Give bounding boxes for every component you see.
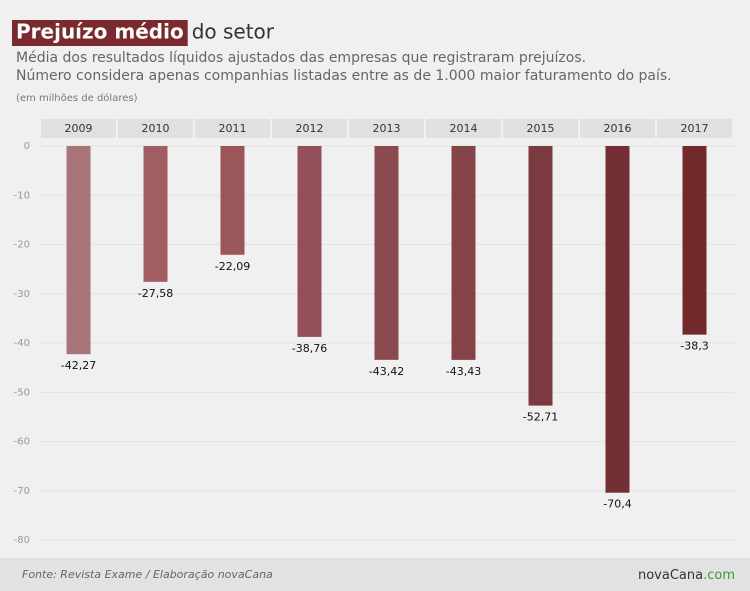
bar <box>374 146 399 360</box>
y-tick-label: -50 <box>14 387 30 398</box>
facet-header <box>349 119 424 138</box>
x-tick-label: 2011 <box>219 122 247 135</box>
facet-header <box>503 119 578 138</box>
subtitle: Média dos resultados líquidos ajustados … <box>16 50 586 66</box>
bar <box>66 146 91 355</box>
unit-note: (em milhões de dólares) <box>16 92 138 104</box>
value-label: -38,3 <box>680 340 708 353</box>
bar <box>682 146 707 335</box>
footer <box>0 558 750 591</box>
bar <box>528 146 553 406</box>
facet-header <box>426 119 501 138</box>
value-label: -70,4 <box>603 498 631 511</box>
y-tick-label: 0 <box>24 141 30 152</box>
value-label: -43,42 <box>369 365 404 378</box>
facet-header <box>272 119 347 138</box>
x-tick-label: 2014 <box>450 122 478 135</box>
x-tick-label: 2016 <box>604 122 632 135</box>
value-label: -42,27 <box>61 359 96 372</box>
facet-header <box>580 119 655 138</box>
bar <box>297 146 322 337</box>
y-tick-label: -40 <box>14 338 30 349</box>
x-tick-label: 2013 <box>373 122 401 135</box>
source: Fonte: Revista Exame / Elaboração novaCa… <box>22 568 273 581</box>
y-tick-label: -80 <box>14 535 30 546</box>
y-tick-label: -60 <box>14 437 30 448</box>
bar <box>220 146 245 255</box>
facet-header <box>118 119 193 138</box>
facet-header <box>195 119 270 138</box>
value-label: -43,43 <box>446 365 481 378</box>
y-tick-label: -30 <box>14 289 30 300</box>
facet-header <box>657 119 732 138</box>
logo: novaCana.com <box>638 568 735 583</box>
value-label: -38,76 <box>292 342 327 355</box>
logo-domain: .com <box>703 568 735 583</box>
bar <box>605 146 630 493</box>
y-tick-label: -70 <box>14 486 30 497</box>
subtitle: Número considera apenas companhias lista… <box>16 68 672 84</box>
x-tick-label: 2017 <box>681 122 709 135</box>
bar <box>451 146 476 360</box>
title-highlight <box>12 20 188 46</box>
bar <box>143 146 168 282</box>
y-tick-label: -20 <box>14 240 30 251</box>
x-tick-label: 2009 <box>65 122 93 135</box>
chart-title-rest: do setor <box>192 20 275 44</box>
y-tick-label: -10 <box>14 190 30 201</box>
logo-name: novaCana <box>638 568 703 583</box>
value-label: -22,09 <box>215 260 250 273</box>
x-tick-label: 2015 <box>527 122 555 135</box>
value-label: -52,71 <box>523 411 558 424</box>
chart-title: Prejuízo médio <box>16 20 184 44</box>
x-tick-label: 2012 <box>296 122 324 135</box>
x-tick-label: 2010 <box>142 122 170 135</box>
value-label: -27,58 <box>138 287 173 300</box>
facet-header <box>41 119 116 138</box>
